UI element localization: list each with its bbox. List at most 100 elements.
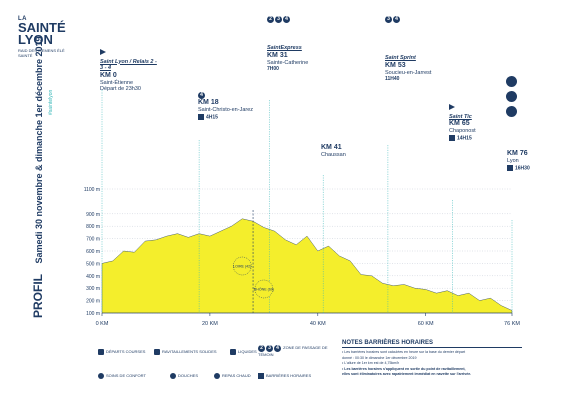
legend-item: DOUCHES	[170, 373, 198, 379]
barrier-icon	[258, 373, 264, 379]
station-name: Saint Tic	[449, 113, 472, 120]
station-place: Chaponost	[449, 128, 476, 134]
refreshment-icon	[154, 349, 160, 355]
relay-badge-icon: 4	[283, 16, 290, 23]
elevation-area	[101, 218, 513, 314]
x-tick-label: 60 KM	[418, 321, 434, 327]
legend-item: DÉPARTS COURSES	[98, 349, 145, 355]
finish-icons	[506, 76, 520, 121]
comfort-icon	[98, 373, 104, 379]
station-km18: 4 KM 18 Saint-Christo-en-Jarez 4H15	[198, 92, 258, 120]
region-marker	[233, 256, 252, 276]
station-place: Chaussan	[321, 152, 346, 158]
x-tick-label: 20 KM	[202, 321, 218, 327]
liquid-icon	[230, 349, 236, 355]
station-km: KM 18	[198, 99, 219, 106]
hot-meal-icon	[214, 373, 220, 379]
legend-item: RAVITAILLEMENTS SOLIDES	[154, 349, 217, 355]
barrier-notes: NOTES BARRIÈRES HORAIRES • Les barrières…	[342, 340, 522, 378]
station-name: Saint Lyon / Relais 2 - 3 - 4	[100, 58, 157, 72]
flag-icon	[98, 349, 104, 355]
relay-badge-icon: 2	[267, 16, 274, 23]
station-km65: Saint Tic KM 65 Chaponost 14H15	[449, 104, 509, 141]
station-name: Saint Sprint	[385, 55, 416, 61]
region-marker-label: LOIRE (42)	[233, 265, 251, 269]
relay-badge-icon: 4	[393, 16, 400, 23]
legend-item: REPAS CHAUD	[214, 373, 251, 379]
y-tick-label: 800 m	[86, 224, 100, 230]
region-marker-label: RHÔNE (69)	[254, 287, 274, 292]
logo-line-2: SAINTÉ	[18, 20, 66, 35]
flag-icon	[100, 49, 160, 59]
station-km41: KM 41 Chaussan	[321, 144, 381, 159]
barrier-icon	[198, 113, 204, 120]
y-tick-label: 300 m	[86, 286, 100, 292]
x-tick-label: 76 KM	[504, 321, 520, 327]
legend-item: SOINS DE CONFORT	[98, 373, 146, 379]
y-tick-label: 700 m	[86, 237, 100, 243]
relay-badge-icon: 3	[385, 16, 392, 23]
station-name: SaintExpress	[267, 45, 302, 51]
shower-icon	[170, 373, 176, 379]
x-axis-ticks: 0 KM 20 KM 40 KM 60 KM 76 KM	[96, 312, 520, 327]
relay-badge-icon: 4	[274, 345, 281, 352]
notes-title: NOTES BARRIÈRES HORAIRES	[342, 340, 522, 348]
comfort-icon	[506, 106, 517, 117]
station-time: Départ de 23h30	[100, 86, 141, 92]
relay-badge-icon: 3	[266, 345, 273, 352]
station-km: KM 53	[385, 61, 406, 69]
station-place: Lyon	[507, 158, 519, 164]
relay-badge-icon: 2	[258, 345, 265, 352]
station-km0: Saint Lyon / Relais 2 - 3 - 4 KM 0 Saint…	[100, 49, 160, 93]
note-line: • Les barrières horaires s'appliquent en…	[342, 366, 466, 371]
station-time: 16H30	[515, 164, 530, 171]
relay-badge-icon: 3	[275, 16, 282, 23]
flag-icon	[449, 104, 509, 114]
station-time: 11H40	[385, 76, 400, 82]
legend-item: LIQUIDES	[230, 349, 257, 355]
station-km: KM 0	[100, 71, 117, 79]
y-tick-label: 500 m	[86, 261, 100, 267]
y-tick-label: 200 m	[86, 299, 100, 305]
station-km: KM 65	[449, 120, 470, 127]
x-tick-label: 0 KM	[96, 321, 109, 327]
station-time: 7H00	[267, 66, 279, 72]
station-km: KM 76	[507, 150, 528, 157]
station-place: Soucieu-en-Jarrest	[385, 69, 432, 76]
region-markers: LOIRE (42) RHÔNE (69)	[233, 210, 274, 313]
y-tick-label: 100 m	[86, 311, 100, 317]
y-tick-label: 600 m	[86, 249, 100, 255]
sainte-lyon-logo: LA SAINTÉ LYON RAID DES SIEMENS ÉLÉ SAIN…	[18, 16, 72, 58]
legend-item: BARRIÈRES HORAIRES	[258, 373, 311, 379]
note-line: elles sont éliminatoires avec rapatrieme…	[342, 372, 472, 376]
relay-badge-icon: 4	[198, 92, 205, 99]
station-km76: KM 76 Lyon 16H30	[507, 150, 567, 171]
legend: DÉPARTS COURSES RAVITAILLEMENTS SOLIDES …	[98, 343, 338, 393]
hot-meal-icon	[506, 76, 517, 87]
logo-line-3: LYON	[18, 32, 53, 47]
station-place: Saint-Christo-en-Jarez	[198, 107, 254, 113]
station-km: KM 41	[321, 144, 342, 151]
note-line: • L'allure de 1er km est de 4,75km/h	[342, 361, 400, 365]
station-time: 4H15	[206, 113, 218, 120]
station-place: Saint-Étienne	[100, 79, 134, 86]
x-tick-label: 40 KM	[310, 321, 326, 327]
y-tick-label: 1100 m	[84, 187, 100, 193]
barrier-icon	[507, 164, 513, 171]
note-line: • Les barrières horaires sont calculées …	[342, 350, 466, 354]
region-marker	[254, 279, 274, 299]
logo-line-1: LA	[18, 16, 27, 22]
station-time: 14H15	[457, 134, 472, 141]
logo-line-4: RAID DES SIEMENS ÉLÉ SAINTÉ	[18, 48, 65, 58]
y-axis-ticks: 100 m 200 m 300 m 400 m 500 m 600 m 700 m 800 m…	[84, 187, 100, 317]
shower-icon	[506, 91, 517, 102]
barrier-icon	[449, 134, 455, 141]
station-lines	[101, 90, 513, 313]
y-tick-label: 400 m	[86, 274, 100, 280]
y-tick-label: 900 m	[86, 212, 100, 218]
station-place: Sainte-Catherine	[267, 59, 309, 66]
station-km: KM 31	[267, 51, 288, 59]
